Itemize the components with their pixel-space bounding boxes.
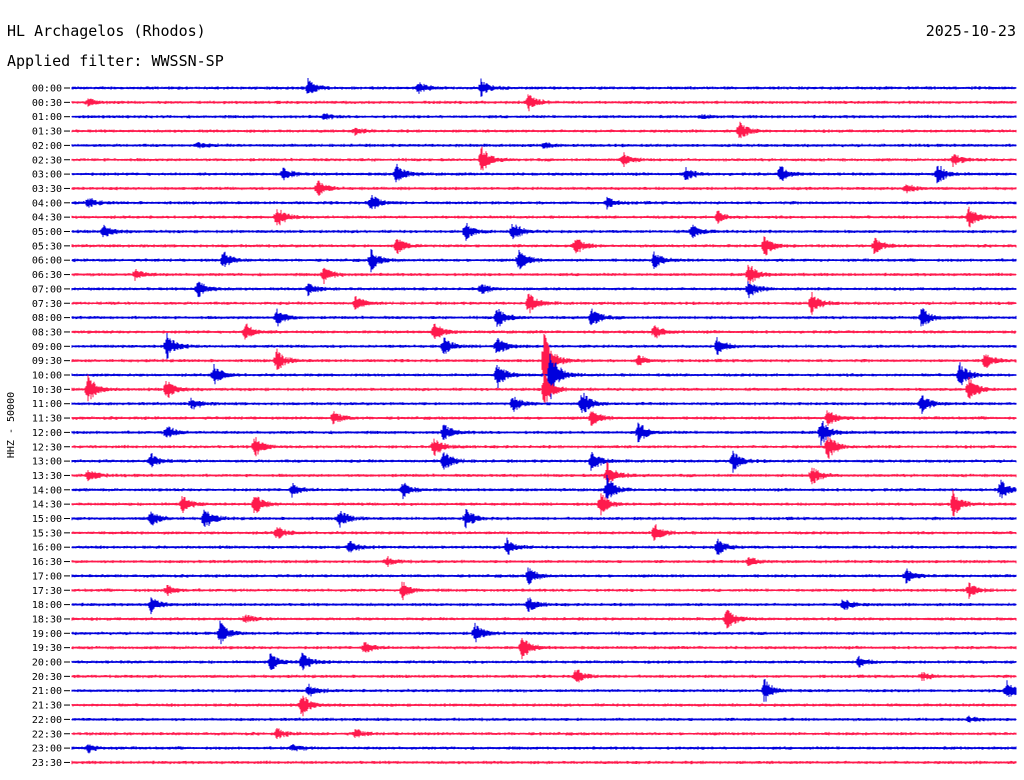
row-time-label: 16:30 <box>32 557 62 568</box>
station-title: HL Archagelos (Rhodos) <box>7 22 206 40</box>
row-time-label: 04:30 <box>32 213 62 224</box>
trace-0130 <box>71 121 1017 139</box>
row-time-label: 05:30 <box>32 241 62 252</box>
trace-1600 <box>71 537 1017 555</box>
row-time-label: 17:00 <box>32 571 62 582</box>
trace-1200 <box>71 421 1017 446</box>
row-time-label: 07:30 <box>32 299 62 310</box>
filter-label: Applied filter: WWSSN-SP <box>7 52 224 70</box>
row-time-label: 09:30 <box>32 356 62 367</box>
row-time-label: 21:00 <box>32 686 62 697</box>
row-time-label: 19:30 <box>32 643 62 654</box>
row-time-label: 04:00 <box>32 198 62 209</box>
y-axis-label: HHZ - 50000 <box>6 392 17 458</box>
row-time-label: 15:00 <box>32 514 62 525</box>
row-time-label: 22:30 <box>32 729 62 740</box>
row-time-label: 21:30 <box>32 701 62 712</box>
row-time-label: 17:30 <box>32 586 62 597</box>
row-time-label: 13:30 <box>32 471 62 482</box>
trace-1400 <box>71 474 1017 500</box>
row-time-label: 02:30 <box>32 155 62 166</box>
row-time-label: 14:00 <box>32 485 62 496</box>
trace-1230 <box>71 436 1017 459</box>
row-time-label: 23:00 <box>32 744 62 755</box>
row-time-label: 01:00 <box>32 112 62 123</box>
trace-rows: 00:00 00:30 01:00 01:30 02:00 02:30 03:00 03:30… <box>32 78 1017 769</box>
row-time-label: 20:00 <box>32 658 62 669</box>
row-time-label: 13:00 <box>32 457 62 468</box>
row-time-label: 00:30 <box>32 98 62 109</box>
row-time-label: 10:30 <box>32 385 62 396</box>
row-time-label: 01:30 <box>32 127 62 138</box>
row-time-label: 11:00 <box>32 399 62 410</box>
row-time-label: 05:00 <box>32 227 62 238</box>
row-time-label: 19:00 <box>32 629 62 640</box>
trace-1900 <box>71 620 1017 645</box>
row-time-label: 20:30 <box>32 672 62 683</box>
row-time-label: 22:00 <box>32 715 62 726</box>
row-time-label: 08:30 <box>32 327 62 338</box>
row-time-label: 00:00 <box>32 84 62 95</box>
trace-0700 <box>71 281 1017 299</box>
row-time-label: 18:00 <box>32 600 62 611</box>
row-time-label: 06:30 <box>32 270 62 281</box>
row-time-label: 15:30 <box>32 528 62 539</box>
trace-2130 <box>71 695 1017 717</box>
row-time-label: 14:30 <box>32 500 62 511</box>
row-time-label: 11:30 <box>32 414 62 425</box>
date-label: 2025-10-23 <box>926 22 1016 40</box>
row-time-label: 09:00 <box>32 342 62 353</box>
trace-1330 <box>71 461 1017 488</box>
row-time-label: 16:00 <box>32 543 62 554</box>
row-time-label: 02:00 <box>32 141 62 152</box>
row-time-label: 08:00 <box>32 313 62 324</box>
row-time-label: 12:00 <box>32 428 62 439</box>
row-time-label: 06:00 <box>32 256 62 267</box>
row-time-label: 18:30 <box>32 614 62 625</box>
trace-1800 <box>71 597 1017 615</box>
trace-0230 <box>71 146 1017 171</box>
trace-1930 <box>71 638 1017 660</box>
row-time-label: 03:00 <box>32 170 62 181</box>
row-time-label: 03:30 <box>32 184 62 195</box>
row-time-label: 23:30 <box>32 758 62 769</box>
trace-1430 <box>71 489 1017 517</box>
row-time-label: 10:00 <box>32 371 62 382</box>
row-time-label: 12:30 <box>32 442 62 453</box>
row-time-label: 07:00 <box>32 284 62 295</box>
